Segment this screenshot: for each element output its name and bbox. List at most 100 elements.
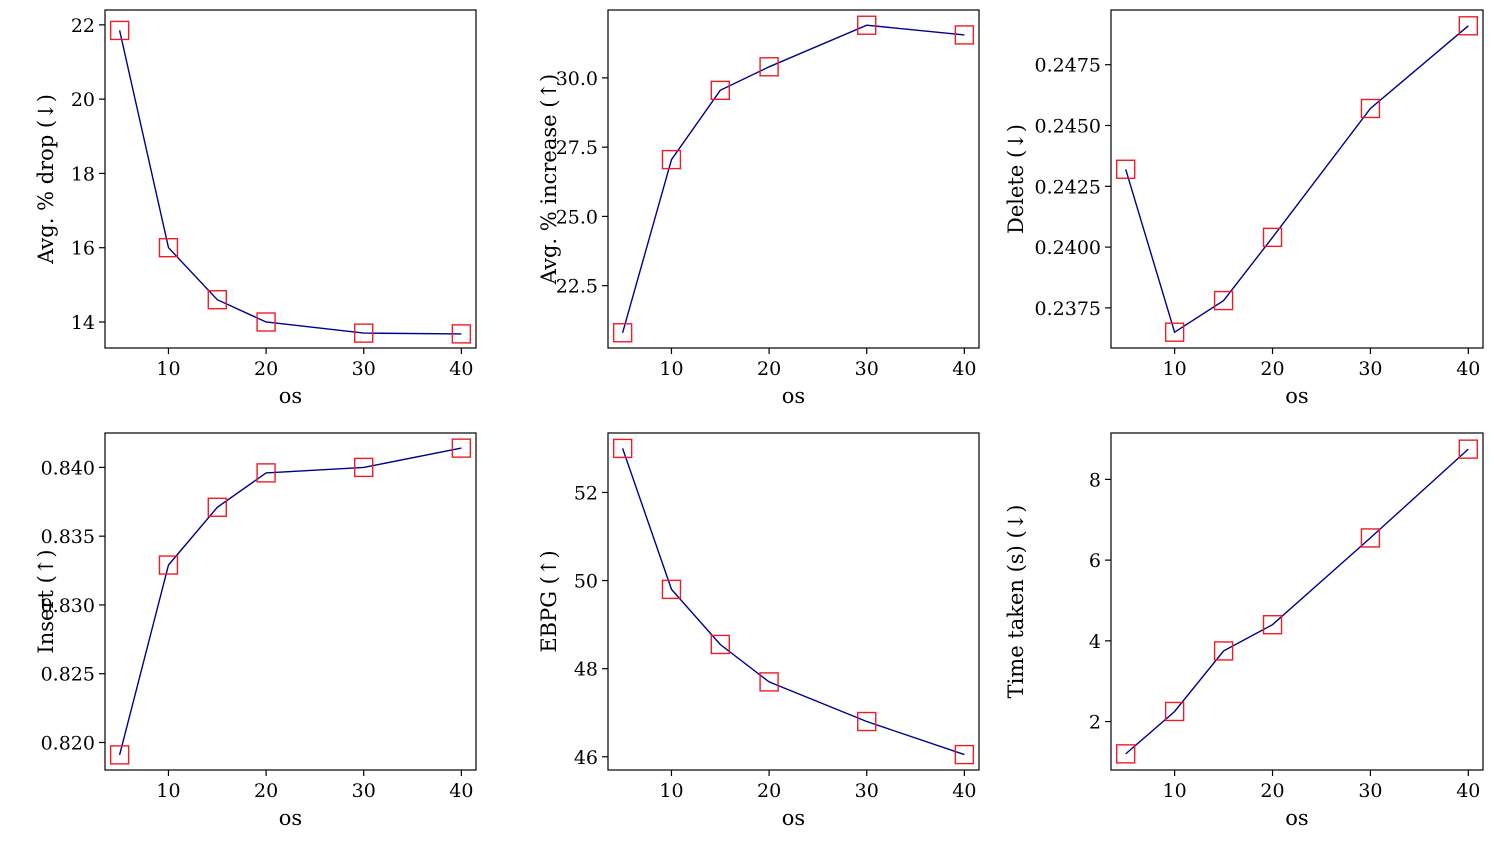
series-line — [1125, 448, 1469, 755]
data-point-marker — [710, 80, 730, 101]
data-point-marker — [1164, 701, 1185, 722]
y-tick-label: 0.840 — [41, 457, 95, 479]
y-tick-label: 0.2475 — [1035, 55, 1101, 77]
data-point-marker — [109, 20, 130, 41]
data-point-marker — [954, 744, 975, 765]
y-axis-label: Time taken (s) (↓) — [1004, 505, 1028, 699]
x-tick-label: 20 — [254, 358, 278, 380]
x-axis-label: os — [279, 384, 302, 408]
series-line — [621, 448, 965, 756]
subplot-2: 10 20 30 40 0.2375 0.2400 0.2425 0.2450 0.2475 os… — [1004, 9, 1484, 408]
y-tick-label: 0.2375 — [1035, 298, 1101, 320]
y-tick-label: 18 — [71, 163, 95, 185]
data-point-marker — [207, 290, 227, 310]
data-point-marker — [256, 463, 276, 483]
y-tick-label: 16 — [71, 238, 95, 260]
subplot-3: 10 20 30 40 0.820 0.825 0.830 0.835 0.840 os Inser… — [34, 432, 477, 830]
data-point-marker — [1458, 16, 1479, 36]
y-tick-label: 0.835 — [41, 526, 95, 548]
y-tick-label: 14 — [71, 312, 95, 334]
series-line — [1125, 25, 1469, 334]
x-axis-label: os — [782, 806, 805, 830]
data-point-marker — [158, 555, 179, 575]
subplot-1: 10 20 30 40 22.5 25.0 27.5 30.0 os Avg. % increas… — [537, 9, 980, 408]
x-tick-label: 40 — [449, 358, 473, 380]
data-point-marker — [1115, 159, 1136, 179]
y-tick-label: 52 — [574, 482, 598, 504]
x-tick-label: 10 — [1163, 780, 1187, 802]
x-tick-label: 40 — [449, 780, 473, 802]
x-tick-label: 30 — [855, 358, 879, 380]
y-tick-label: 27.5 — [556, 137, 598, 159]
data-point-marker — [759, 672, 779, 692]
x-tick-label: 30 — [352, 780, 376, 802]
data-point-marker — [1213, 290, 1234, 311]
plot-frame — [607, 9, 980, 349]
data-point-marker — [207, 497, 227, 517]
y-axis-label: Avg. % increase (↑) — [537, 74, 561, 285]
y-tick-label: 48 — [574, 659, 598, 681]
y-tick-label: 22.5 — [556, 276, 598, 298]
data-point-marker — [857, 15, 877, 35]
x-tick-label: 10 — [156, 358, 180, 380]
data-point-marker — [354, 323, 374, 343]
y-tick-label: 0.820 — [41, 732, 95, 754]
y-tick-label: 0.2450 — [1035, 116, 1101, 138]
y-axis-label: Delete (↓) — [1004, 124, 1028, 234]
x-tick-label: 30 — [1358, 780, 1382, 802]
series-line — [118, 447, 462, 756]
y-tick-label: 2 — [1089, 712, 1101, 734]
data-point-marker — [710, 634, 730, 655]
y-tick-label: 0.830 — [41, 595, 95, 617]
plot-frame — [1110, 9, 1484, 349]
y-tick-label: 20 — [71, 89, 95, 111]
plot-frame — [607, 432, 980, 771]
data-point-marker — [1360, 528, 1381, 548]
data-point-marker — [158, 238, 179, 258]
data-point-marker — [759, 57, 779, 77]
y-tick-label: 6 — [1089, 550, 1101, 572]
data-point-marker — [1262, 227, 1283, 248]
y-tick-label: 0.2400 — [1035, 237, 1101, 259]
x-tick-label: 40 — [952, 780, 976, 802]
data-point-marker — [109, 745, 130, 765]
x-tick-label: 20 — [1260, 780, 1284, 802]
data-point-marker — [451, 324, 472, 344]
series-line — [621, 24, 965, 333]
plot-frame — [1110, 432, 1484, 771]
y-tick-label: 0.825 — [41, 664, 95, 686]
subplot-0: 10 20 30 40 14 16 18 20 22 os Avg. % drop (↓) — [34, 9, 477, 408]
x-tick-label: 40 — [1456, 358, 1480, 380]
data-point-marker — [612, 323, 633, 343]
data-point-marker — [661, 579, 682, 600]
y-tick-label: 4 — [1089, 631, 1101, 653]
y-axis-label: Avg. % drop (↓) — [34, 94, 58, 265]
subplot-4: 10 20 30 40 46 48 50 52 os EBPG (↑) — [537, 432, 980, 830]
data-point-marker — [661, 149, 682, 170]
x-tick-label: 20 — [254, 780, 278, 802]
x-tick-label: 10 — [659, 358, 683, 380]
data-point-marker — [451, 438, 472, 458]
data-point-marker — [256, 312, 276, 332]
data-point-marker — [1115, 744, 1136, 764]
x-tick-label: 20 — [757, 780, 781, 802]
x-tick-label: 10 — [1163, 358, 1187, 380]
x-tick-label: 30 — [352, 358, 376, 380]
data-point-marker — [954, 25, 975, 45]
y-tick-label: 22 — [71, 15, 95, 37]
x-tick-label: 10 — [659, 780, 683, 802]
subplots: 10 20 30 40 14 16 18 20 22 os Avg. % drop (↓) 10 20 3… — [34, 9, 1484, 830]
data-point-marker — [1458, 439, 1479, 459]
y-tick-label: 30.0 — [556, 68, 598, 90]
x-tick-label: 40 — [1456, 780, 1480, 802]
subplot-5: 10 20 30 40 2 4 6 8 os Time taken (s) (↓) — [1004, 432, 1484, 830]
data-point-marker — [354, 457, 374, 478]
x-tick-label: 20 — [1260, 358, 1284, 380]
data-point-marker — [1262, 615, 1283, 635]
y-tick-label: 25.0 — [556, 206, 598, 228]
x-tick-label: 20 — [757, 358, 781, 380]
data-point-marker — [857, 711, 877, 732]
x-tick-label: 40 — [952, 358, 976, 380]
data-point-marker — [612, 438, 633, 459]
